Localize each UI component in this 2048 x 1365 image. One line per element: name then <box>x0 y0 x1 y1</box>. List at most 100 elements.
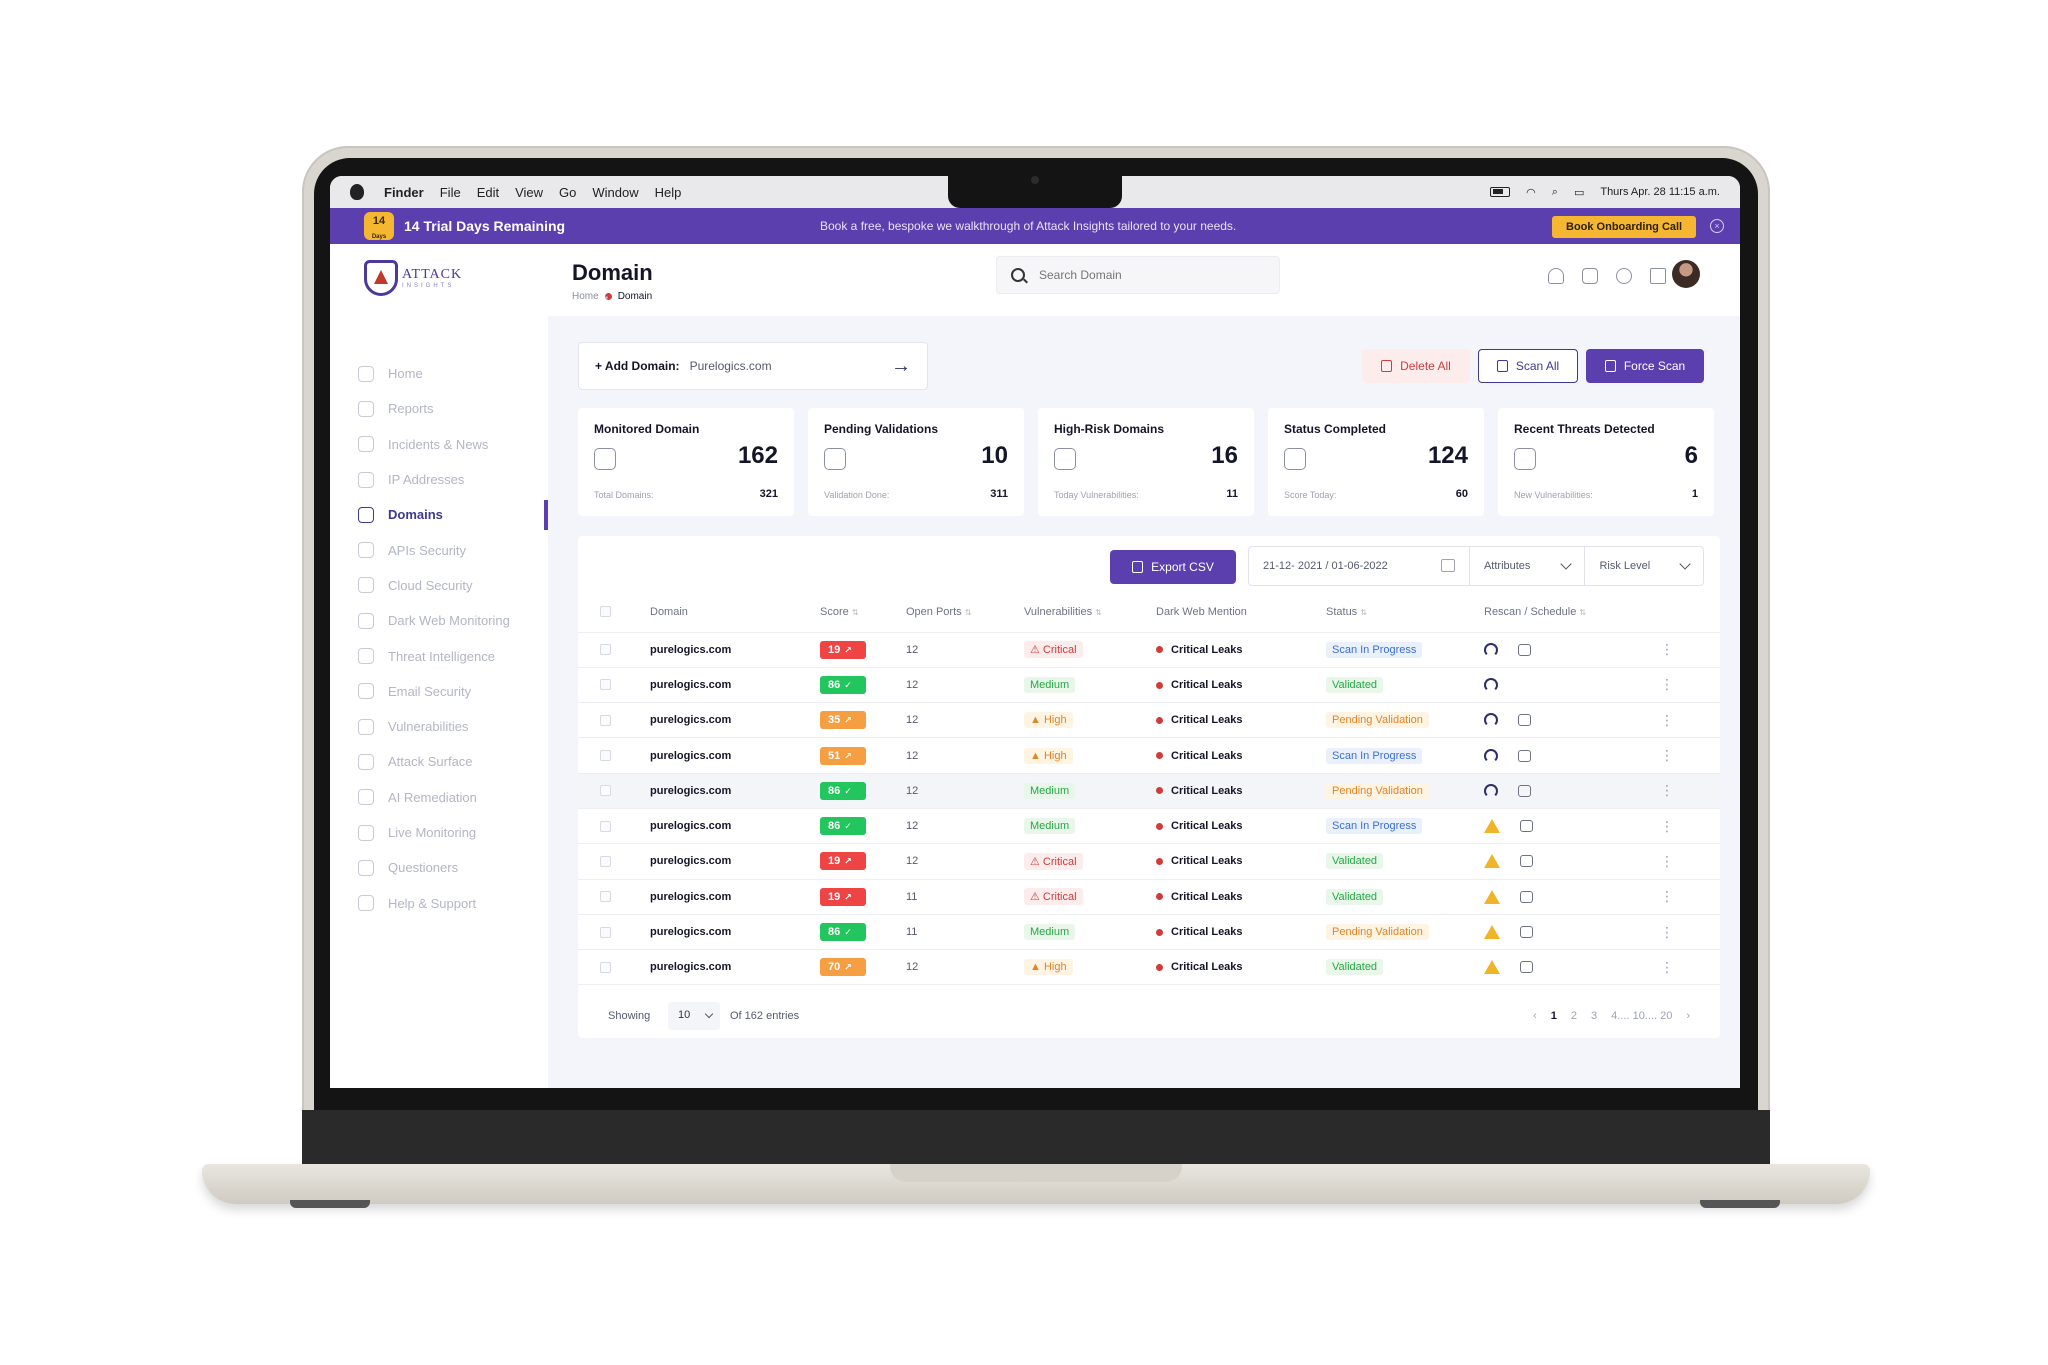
sidebar-item-ip-addresses[interactable]: IP Addresses <box>330 462 548 497</box>
sidebar-item-attack-surface[interactable]: Attack Surface <box>330 744 548 779</box>
menu-edit[interactable]: Edit <box>476 184 500 200</box>
sidebar-item-vulnerabilities[interactable]: Vulnerabilities <box>330 709 548 744</box>
table-row[interactable]: purelogics.com 51 ↗ 12 ▲ High Critical Leaks S… <box>578 737 1720 774</box>
delete-all-button[interactable]: Delete All <box>1362 349 1470 383</box>
table-row[interactable]: purelogics.com 19 ↗ 12 ⚠ Critical Critical Le… <box>578 843 1720 880</box>
spotlight-icon[interactable]: ⌕ <box>1551 185 1558 198</box>
rescan-icon[interactable] <box>1484 713 1498 728</box>
more-options-icon[interactable]: ⋮ <box>1660 702 1720 739</box>
row-checkbox[interactable] <box>600 926 611 938</box>
schedule-calendar-icon[interactable] <box>1518 714 1531 727</box>
history-icon[interactable] <box>1616 268 1632 284</box>
col-rescan[interactable]: Rescan / Schedule ⇅ <box>1484 592 1660 633</box>
row-checkbox[interactable] <box>600 714 611 726</box>
warning-icon[interactable] <box>1484 819 1500 834</box>
menubar-clock[interactable]: Thurs Apr. 28 11:15 a.m. <box>1600 186 1720 198</box>
stat-card[interactable]: Monitored Domain 162 Total Domains: 321 <box>578 408 794 516</box>
page-link[interactable]: 1 <box>1550 1010 1557 1022</box>
sidebar-item-home[interactable]: Home <box>330 356 548 391</box>
sidebar-item-help-support[interactable]: Help & Support <box>330 885 548 920</box>
more-options-icon[interactable]: ⋮ <box>1660 737 1720 774</box>
table-row[interactable]: purelogics.com 19 ↗ 12 ⚠ Critical Critical Le… <box>578 632 1720 668</box>
schedule-calendar-icon[interactable] <box>1520 890 1533 903</box>
schedule-calendar-icon[interactable] <box>1518 643 1531 656</box>
warning-icon[interactable] <box>1484 889 1500 904</box>
sidebar-item-ai-remediation[interactable]: AI Remediation <box>330 780 548 815</box>
domain-cell[interactable]: purelogics.com <box>650 667 820 704</box>
more-options-icon[interactable]: ⋮ <box>1660 773 1720 809</box>
rescan-icon[interactable] <box>1484 642 1498 657</box>
col-status[interactable]: Status ⇅ <box>1326 592 1484 633</box>
col-open-ports[interactable]: Open Ports ⇅ <box>906 592 1024 633</box>
rescan-icon[interactable] <box>1484 677 1498 692</box>
menu-go[interactable]: Go <box>559 184 577 200</box>
rescan-icon[interactable] <box>1484 783 1498 798</box>
domain-cell[interactable]: purelogics.com <box>650 949 820 986</box>
domain-cell[interactable]: purelogics.com <box>650 914 820 951</box>
search-input[interactable] <box>1039 268 1259 282</box>
menu-file[interactable]: File <box>439 184 461 200</box>
scan-all-button[interactable]: Scan All <box>1478 349 1578 383</box>
apple-icon[interactable] <box>350 184 364 200</box>
warning-icon[interactable] <box>1484 854 1500 869</box>
sidebar-item-reports[interactable]: Reports <box>330 391 548 426</box>
add-domain-field[interactable]: + Add Domain: Purelogics.com → <box>578 342 928 390</box>
table-row[interactable]: purelogics.com 86 ✓ 12 Medium Critical Leaks S… <box>578 808 1720 845</box>
sidebar-item-dark-web-monitoring[interactable]: Dark Web Monitoring <box>330 603 548 638</box>
document-icon[interactable] <box>1650 268 1666 284</box>
stat-card[interactable]: Pending Validations 10 Validation Done: 311 <box>808 408 1024 516</box>
more-options-icon[interactable]: ⋮ <box>1660 843 1720 880</box>
stat-card[interactable]: High-Risk Domains 16 Today Vulnerabilities… <box>1038 408 1254 516</box>
more-options-icon[interactable]: ⋮ <box>1660 879 1720 915</box>
domain-cell[interactable]: purelogics.com <box>650 773 820 809</box>
sort-icon[interactable]: ⇅ <box>964 607 972 617</box>
row-checkbox[interactable] <box>600 820 611 832</box>
force-scan-button[interactable]: Force Scan <box>1586 349 1704 383</box>
sort-icon[interactable]: ⇅ <box>851 607 859 617</box>
row-checkbox[interactable] <box>600 750 611 762</box>
schedule-calendar-icon[interactable] <box>1520 820 1533 833</box>
table-row[interactable]: purelogics.com 35 ↗ 12 ▲ High Critical Leaks P… <box>578 702 1720 739</box>
row-checkbox[interactable] <box>600 891 611 903</box>
domain-cell[interactable]: purelogics.com <box>650 702 820 739</box>
sidebar-item-live-monitoring[interactable]: Live Monitoring <box>330 815 548 850</box>
sidebar-item-incidents-news[interactable]: Incidents & News <box>330 427 548 462</box>
more-options-icon[interactable]: ⋮ <box>1660 632 1720 668</box>
warning-icon[interactable] <box>1484 925 1500 940</box>
table-row[interactable]: purelogics.com 19 ↗ 11 ⚠ Critical Critical Le… <box>578 879 1720 915</box>
search-box[interactable] <box>996 256 1280 294</box>
sidebar-item-threat-intelligence[interactable]: Threat Intelligence <box>330 638 548 673</box>
domain-cell[interactable]: purelogics.com <box>650 737 820 774</box>
schedule-calendar-icon[interactable] <box>1520 855 1533 868</box>
sidebar-item-questioners[interactable]: Questioners <box>330 850 548 885</box>
table-row[interactable]: purelogics.com 86 ✓ 12 Medium Critical Leaks P… <box>578 773 1720 809</box>
menu-help[interactable]: Help <box>654 184 682 200</box>
stat-card[interactable]: Recent Threats Detected 6 New Vulnerabilit… <box>1498 408 1714 516</box>
row-checkbox[interactable] <box>600 961 611 973</box>
close-banner-icon[interactable]: × <box>1710 219 1724 233</box>
domain-cell[interactable]: purelogics.com <box>650 632 820 668</box>
schedule-calendar-icon[interactable] <box>1518 784 1531 797</box>
page-link[interactable]: 3 <box>1591 1010 1598 1022</box>
page-link[interactable]: 2 <box>1570 1010 1578 1022</box>
schedule-calendar-icon[interactable] <box>1518 749 1531 762</box>
submit-arrow-icon[interactable]: → <box>891 355 911 377</box>
select-all-checkbox[interactable] <box>600 606 611 618</box>
schedule-calendar-icon[interactable] <box>1520 926 1533 939</box>
user-avatar[interactable] <box>1672 260 1700 288</box>
more-options-icon[interactable]: ⋮ <box>1660 808 1720 845</box>
battery-icon[interactable] <box>1490 187 1511 197</box>
domain-cell[interactable]: purelogics.com <box>650 808 820 845</box>
wifi-icon[interactable]: ◠ <box>1526 186 1536 199</box>
col-score[interactable]: Score ⇅ <box>820 592 906 633</box>
stat-card[interactable]: Status Completed 124 Score Today: 60 <box>1268 408 1484 516</box>
row-checkbox[interactable] <box>600 855 611 867</box>
domain-cell[interactable]: purelogics.com <box>650 879 820 915</box>
sidebar-item-apis-security[interactable]: APIs Security <box>330 532 548 567</box>
sidebar-item-email-security[interactable]: Email Security <box>330 674 548 709</box>
schedule-calendar-icon[interactable] <box>1520 961 1533 974</box>
per-page-select[interactable]: 10 <box>668 1002 720 1030</box>
sidebar-item-cloud-security[interactable]: Cloud Security <box>330 568 548 603</box>
row-checkbox[interactable] <box>600 644 611 656</box>
table-row[interactable]: purelogics.com 86 ✓ 12 Medium Critical Leaks V… <box>578 667 1720 704</box>
